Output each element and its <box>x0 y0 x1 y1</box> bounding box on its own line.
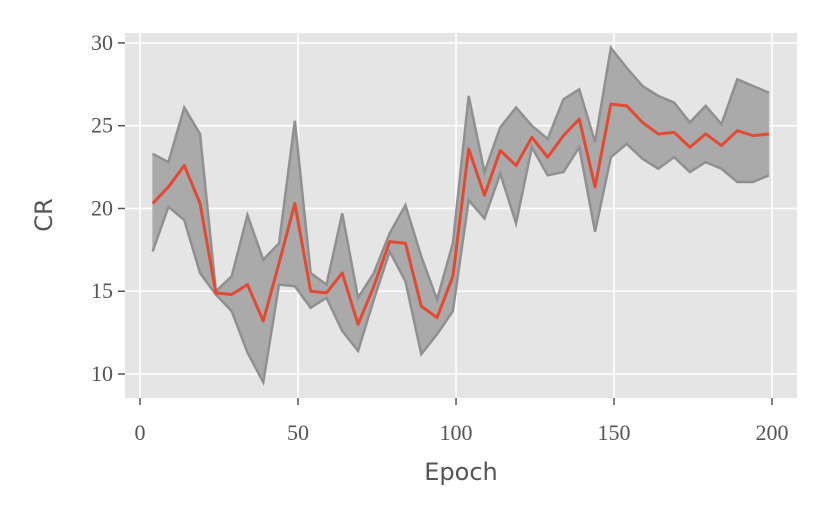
y-tick-label: 25 <box>91 113 113 138</box>
y-tick-label: 15 <box>91 278 113 303</box>
band-edge <box>151 142 770 387</box>
y-tick-label: 20 <box>91 195 113 220</box>
x-tick-label: 0 <box>135 420 146 445</box>
x-tick-label: 200 <box>756 420 789 445</box>
y-tick-label: 30 <box>91 30 113 55</box>
x-axis-label: Epoch <box>424 458 498 486</box>
x-tick-label: 150 <box>598 420 631 445</box>
x-tick-label: 100 <box>440 420 473 445</box>
y-axis-label: CR <box>30 198 58 231</box>
band-edge <box>152 44 770 304</box>
x-tick-label: 50 <box>287 420 309 445</box>
line <box>151 102 770 326</box>
y-tick-label: 10 <box>91 361 113 386</box>
